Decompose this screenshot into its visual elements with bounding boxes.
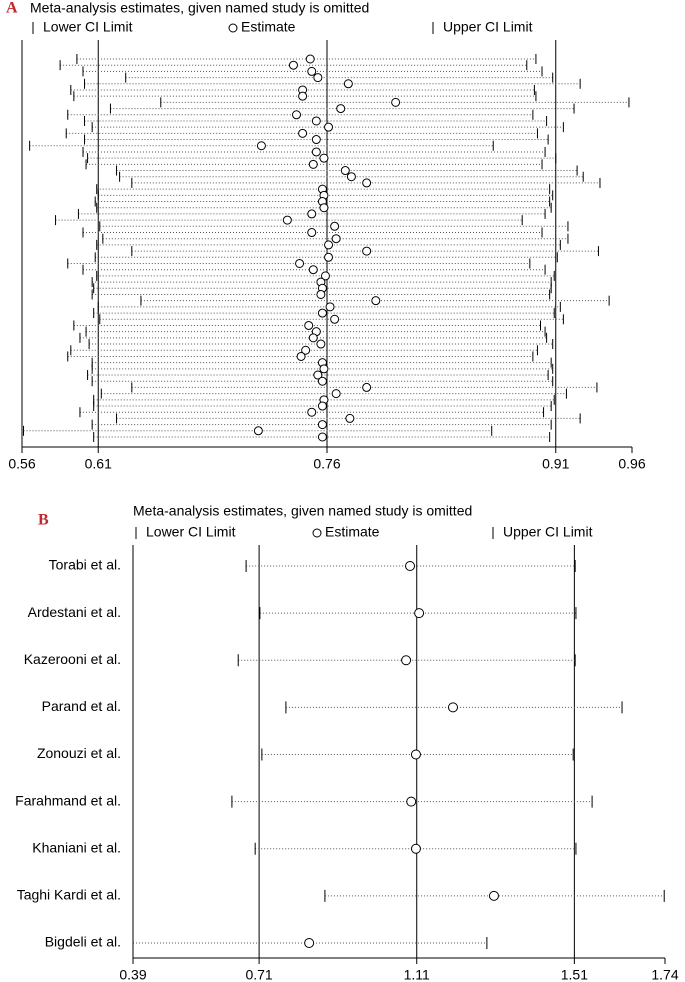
estimate-point — [317, 420, 327, 430]
x-tick-label: 0.56 — [8, 456, 35, 472]
estimate-point — [340, 166, 350, 176]
category-label: Zonouzi et al. — [37, 745, 121, 761]
estimate-point — [336, 104, 346, 114]
x-tick-label: 1.11 — [404, 967, 430, 982]
estimate-point — [311, 147, 321, 157]
x-tick-label: 0.71 — [245, 967, 272, 982]
estimate-point — [331, 389, 341, 399]
estimate-point — [331, 234, 341, 244]
category-label: Khaniani et al. — [32, 839, 121, 855]
estimate-point — [298, 128, 308, 138]
x-tick-label: 1.74 — [651, 967, 678, 982]
estimate-point — [292, 110, 301, 120]
estimate-point — [307, 209, 317, 219]
category-label: Taghi Kardi et al. — [17, 887, 121, 903]
estimate-point — [362, 382, 372, 392]
estimate-point — [311, 135, 321, 145]
category-label: Torabi et al. — [49, 557, 121, 573]
estimate-point — [410, 843, 421, 854]
estimate-point — [307, 407, 317, 417]
x-tick-label: 0.39 — [119, 967, 146, 982]
legend-label: Estimate — [241, 19, 296, 35]
estimate-point — [362, 178, 372, 188]
chart-title: Meta-analysis estimates, given named stu… — [30, 0, 369, 16]
estimate-point — [311, 116, 321, 126]
estimate-point — [317, 432, 327, 442]
estimate-point — [488, 890, 499, 901]
estimate-point — [307, 66, 317, 76]
estimate-point — [301, 345, 311, 355]
estimate-point — [406, 796, 417, 807]
estimate-point — [410, 749, 421, 760]
panel-label: A — [6, 0, 18, 17]
estimate-point — [313, 73, 323, 83]
legend-label: Upper CI Limit — [443, 19, 533, 35]
x-tick-label: 0.76 — [313, 456, 340, 472]
estimate-point — [401, 655, 412, 666]
category-label: Ardestani et al. — [28, 604, 121, 620]
estimate-point — [414, 608, 425, 619]
category-label: Farahmand et al. — [15, 792, 121, 808]
estimate-point — [316, 289, 326, 299]
estimate-point — [256, 141, 266, 151]
estimate-point — [447, 702, 458, 713]
estimate-point — [324, 240, 334, 250]
estimate-point — [316, 339, 326, 349]
x-tick-label: 0.61 — [85, 456, 112, 472]
estimate-point — [343, 79, 353, 89]
legend-label: Estimate — [325, 524, 380, 540]
category-label: Parand et al. — [42, 698, 121, 714]
estimate-point — [253, 426, 263, 436]
estimate-point — [330, 221, 340, 231]
estimate-point — [362, 246, 372, 256]
estimate-point — [324, 252, 334, 262]
legend-marker — [228, 23, 238, 33]
estimate-point — [330, 314, 340, 324]
estimate-point — [319, 364, 329, 374]
x-tick-label: 0.96 — [618, 456, 645, 472]
x-tick-label: 1.51 — [561, 967, 588, 982]
estimate-point — [307, 228, 317, 238]
estimate-point — [346, 172, 356, 182]
legend-label: Upper CI Limit — [503, 524, 593, 540]
estimate-point — [308, 333, 318, 343]
estimate-point — [371, 296, 381, 306]
estimate-point — [319, 203, 329, 213]
panel-label: B — [38, 512, 49, 529]
estimate-point — [308, 159, 318, 169]
estimate-point — [282, 215, 292, 225]
legend-label: Lower CI Limit — [43, 19, 133, 35]
legend-label: Lower CI Limit — [146, 524, 236, 540]
estimate-point — [313, 370, 323, 380]
estimate-point — [295, 258, 305, 268]
category-label: Kazerooni et al. — [24, 651, 121, 667]
estimate-point — [317, 401, 327, 411]
estimate-point — [304, 938, 315, 948]
estimate-point — [405, 561, 416, 571]
estimate-point — [288, 60, 298, 70]
estimate-point — [325, 302, 335, 312]
estimate-point — [391, 97, 401, 107]
estimate-point — [317, 308, 327, 318]
x-tick-label: 0.91 — [542, 456, 569, 472]
estimate-point — [304, 320, 314, 330]
estimate-point — [317, 376, 327, 386]
estimate-point — [319, 153, 329, 163]
estimate-point — [320, 271, 330, 281]
estimate-point — [308, 265, 318, 275]
chart-title: Meta-analysis estimates, given named stu… — [133, 503, 472, 519]
estimate-point — [305, 54, 315, 64]
estimate-point — [298, 91, 308, 101]
category-label: Bigdeli et al. — [45, 934, 121, 950]
estimate-point — [296, 351, 306, 361]
legend-marker — [312, 528, 322, 538]
estimate-point — [345, 413, 355, 423]
estimate-point — [324, 122, 334, 132]
